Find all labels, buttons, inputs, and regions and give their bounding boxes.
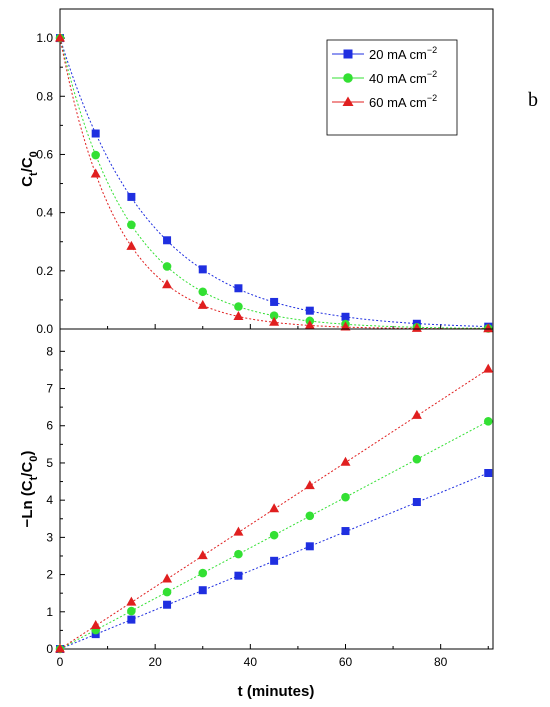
data-point-triangle	[55, 32, 65, 42]
x-tick-label: 80	[434, 655, 448, 669]
data-point-square	[305, 306, 314, 315]
legend-square-marker	[343, 49, 353, 59]
legend-label-20: 20 mA cm−2	[369, 45, 437, 62]
data-point-circle	[234, 302, 243, 311]
bottom-y-axis-title: −Ln (Ct/C0)	[19, 451, 40, 528]
legend-label-60: 60 mA cm−2	[369, 93, 437, 110]
legend: 20 mA cm−2 40 mA cm−2 60 mA cm−2	[326, 39, 458, 136]
bottom-x-ticks: 0 20 40 60 80	[57, 644, 489, 669]
y-tick-label: 0.6	[36, 147, 53, 161]
data-point-square	[341, 312, 350, 321]
data-point-triangle	[197, 550, 208, 560]
x-tick-label: 40	[244, 655, 258, 669]
data-point-circle	[483, 416, 493, 426]
data-point-triangle	[340, 456, 351, 466]
data-point-triangle	[126, 240, 137, 250]
data-point-triangle	[483, 323, 494, 333]
y-tick-label: 1.0	[36, 31, 53, 45]
data-point-square	[198, 586, 207, 595]
data-point-square	[163, 236, 172, 245]
data-point-circle	[91, 150, 100, 160]
x-tick-label: 20	[148, 655, 162, 669]
x-tick-label: 60	[339, 655, 353, 669]
data-point-triangle	[90, 168, 101, 178]
data-point-square	[341, 527, 350, 536]
bottom-data-points	[55, 363, 494, 654]
data-point-triangle	[90, 620, 101, 630]
bottom-plot-frame	[59, 328, 494, 650]
data-point-triangle	[483, 363, 494, 373]
data-point-square	[305, 542, 314, 551]
legend-label-40: 40 mA cm−2	[369, 69, 437, 86]
legend-triangle-marker	[342, 96, 354, 106]
legend-circle-marker	[343, 73, 353, 83]
data-point-circle	[162, 262, 172, 271]
y-tick-label: 0.2	[36, 264, 53, 278]
panel-letter: b	[528, 89, 538, 111]
data-point-square	[127, 192, 136, 201]
data-point-square	[127, 615, 136, 624]
data-point-triangle	[340, 321, 351, 331]
data-point-triangle	[162, 573, 173, 583]
data-point-triangle	[411, 322, 422, 332]
y-tick-label: 6	[46, 419, 53, 433]
top-y-ticks: 0.0 0.2 0.4 0.6 0.8 1.0	[36, 31, 65, 336]
data-point-square	[270, 297, 279, 306]
data-point-circle	[127, 606, 136, 616]
data-point-triangle	[197, 299, 208, 309]
data-point-triangle	[233, 526, 244, 536]
data-point-circle	[198, 287, 208, 297]
y-tick-label: 0.4	[36, 206, 53, 220]
data-point-triangle	[55, 643, 65, 653]
bottom-y-ticks: 0 1 2 3 4 5 6 7 8	[46, 344, 65, 656]
y-tick-label: 8	[46, 344, 53, 358]
data-point-square	[484, 469, 493, 477]
top-y-axis-title: Ct/C0	[19, 151, 40, 187]
legend-item-40: 40 mA cm−2	[332, 69, 437, 86]
data-point-circle	[162, 587, 172, 597]
top-panel: 0.0 0.2 0.4 0.6 0.8 1.0 Ct/C0 20 mA cm−2 40 m…	[19, 8, 494, 336]
data-point-circle	[341, 492, 350, 502]
data-point-circle	[269, 530, 279, 540]
y-tick-label: 5	[46, 456, 53, 470]
y-tick-label: 3	[46, 530, 53, 544]
data-point-triangle	[269, 503, 280, 513]
y-tick-label: 0.0	[36, 322, 53, 336]
y-tick-label: 1	[46, 605, 53, 619]
data-point-triangle	[411, 409, 422, 419]
data-point-square	[234, 571, 243, 580]
y-tick-label: 0.8	[36, 89, 53, 103]
data-point-square	[91, 129, 100, 138]
y-tick-label: 7	[46, 382, 53, 396]
y-tick-label: 4	[46, 493, 53, 507]
data-point-circle	[234, 549, 243, 559]
data-point-triangle	[269, 316, 280, 326]
y-tick-label: 0	[46, 642, 53, 656]
data-point-square	[234, 284, 243, 293]
data-point-circle	[198, 568, 208, 578]
x-axis-title: t (minutes)	[238, 683, 315, 700]
x-tick-label: 0	[57, 655, 64, 669]
y-tick-label: 2	[46, 568, 53, 582]
data-point-square	[198, 265, 207, 274]
legend-item-20: 20 mA cm−2	[332, 45, 437, 62]
top-data-points	[55, 32, 494, 333]
data-point-triangle	[162, 279, 173, 289]
data-point-circle	[305, 511, 315, 521]
data-point-triangle	[304, 320, 315, 330]
data-point-circle	[269, 311, 279, 320]
data-point-circle	[412, 454, 422, 464]
data-point-square	[270, 556, 279, 565]
data-point-square	[412, 498, 421, 507]
legend-item-60: 60 mA cm−2	[332, 93, 437, 110]
data-point-triangle	[126, 596, 137, 606]
data-point-circle	[127, 220, 136, 230]
data-point-square	[163, 600, 172, 609]
data-point-triangle	[304, 480, 315, 490]
data-point-triangle	[233, 310, 244, 320]
bottom-panel: 0 1 2 3 4 5 6 7 8 0 20 40 60 80 −Ln (Ct/C0) t (minut…	[19, 328, 494, 700]
